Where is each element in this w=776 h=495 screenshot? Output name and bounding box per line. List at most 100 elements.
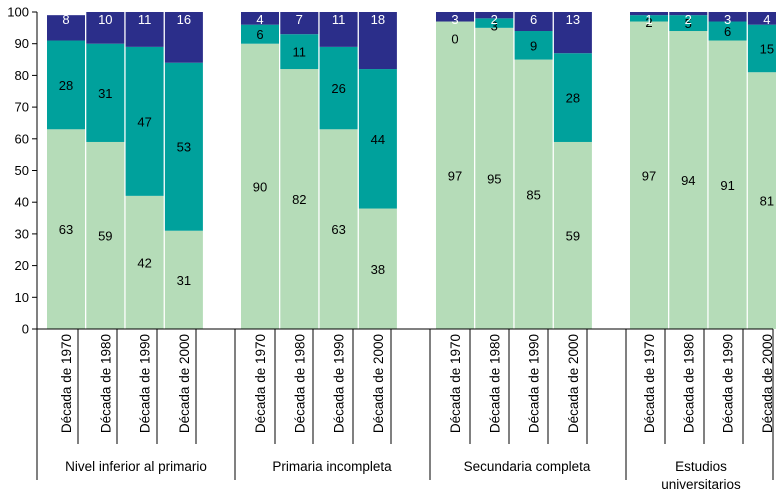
- data-label: 85: [526, 187, 540, 202]
- data-label: 47: [137, 114, 151, 129]
- x-axis: Década de 1970 Década de 1980 Década de 19…: [36, 328, 775, 492]
- bar-segment: [319, 12, 358, 47]
- bar-segment: [47, 40, 85, 130]
- bar-segment: [475, 27, 514, 329]
- bar-segment: [125, 195, 164, 329]
- data-label: 11: [332, 12, 346, 27]
- bar-segment: [125, 46, 164, 196]
- data-label: 15: [760, 41, 774, 56]
- bars: 6328859311042471131531690648211763261138…: [47, 12, 776, 330]
- data-label: 6: [724, 24, 731, 39]
- bar-segment: [319, 46, 358, 130]
- bar-segment: [280, 34, 319, 70]
- bar-segment: [747, 72, 776, 329]
- data-label: 97: [448, 168, 462, 183]
- bar-segment: [514, 12, 553, 32]
- y-tick-label: 70: [15, 100, 29, 115]
- data-label: 11: [138, 12, 152, 27]
- category-label: Década de 1980: [98, 334, 113, 433]
- category-label: Década de 1980: [292, 334, 307, 433]
- data-label: 11: [293, 45, 307, 60]
- bar-segment: [436, 12, 474, 22]
- bar-segment: [47, 15, 85, 41]
- group-label: Nivel inferior al primario: [65, 459, 207, 474]
- data-label: 28: [566, 91, 580, 106]
- data-label: 63: [331, 222, 345, 237]
- category-label: Década de 2000: [371, 334, 386, 433]
- bar-segment: [86, 141, 125, 329]
- bar-segment: [669, 31, 708, 330]
- bar-segment: [630, 12, 668, 16]
- group-label: Secundaria completa: [464, 459, 591, 474]
- category-label: Década de 1970: [253, 334, 268, 433]
- bar-segment: [475, 18, 514, 28]
- bar-segment: [553, 12, 592, 54]
- y-tick-label: 50: [15, 163, 29, 178]
- data-label: 31: [177, 273, 191, 288]
- category-label: Década de 1990: [721, 334, 736, 433]
- bar-segment: [164, 62, 203, 231]
- data-label: 6: [530, 12, 537, 27]
- data-label: 4: [256, 12, 263, 27]
- bar-segment: [164, 12, 203, 63]
- bar-segment: [669, 12, 708, 16]
- data-label: 31: [98, 86, 112, 101]
- data-label: 94: [681, 173, 695, 188]
- category-label: Década de 1970: [642, 334, 657, 433]
- data-label: 3: [724, 12, 731, 27]
- bar-segment: [358, 69, 397, 209]
- bar-segment: [358, 12, 397, 70]
- data-label: 16: [177, 12, 191, 27]
- bar-segment: [475, 12, 514, 19]
- data-label: 2: [491, 12, 498, 27]
- y-axis: 0 10 20 30 40 50 60 70 80 90 100: [7, 5, 38, 337]
- data-label: 42: [137, 255, 151, 270]
- category-label: Década de 1980: [487, 334, 502, 433]
- bar-segment: [86, 43, 125, 142]
- category-label: Década de 2000: [566, 334, 581, 433]
- data-label: 95: [487, 171, 501, 186]
- data-label: 28: [59, 78, 73, 93]
- bar-segment: [630, 15, 668, 22]
- y-tick-label: 10: [15, 290, 29, 305]
- y-tick-label: 80: [15, 68, 29, 83]
- data-label: 0: [451, 32, 458, 47]
- data-label: 2: [645, 15, 652, 30]
- bar-segment: [319, 129, 358, 329]
- y-tick-label: 30: [15, 226, 29, 241]
- bar-segment: [280, 12, 319, 35]
- bar-segment: [125, 12, 164, 47]
- data-label: 8: [62, 12, 69, 27]
- data-label: 81: [760, 194, 774, 209]
- data-label: 59: [566, 228, 580, 243]
- data-label: 5: [685, 16, 692, 31]
- category-label: Década de 1980: [681, 334, 696, 433]
- category-label: Década de 2000: [177, 334, 192, 433]
- data-label: 6: [256, 27, 263, 42]
- bar-segment: [358, 208, 397, 329]
- bar-segment: [164, 230, 203, 329]
- data-label: 7: [296, 12, 303, 27]
- bar-segment: [708, 21, 747, 41]
- group-label: Primaria incompleta: [272, 459, 392, 474]
- bar-segment: [280, 69, 319, 329]
- group-label: universitarios: [661, 477, 741, 492]
- bar-segment: [669, 15, 708, 32]
- category-label: Década de 1990: [138, 334, 153, 433]
- category-label: Década de 1970: [448, 334, 463, 433]
- y-tick-label: 90: [15, 36, 29, 51]
- bar-segment: [436, 21, 474, 329]
- data-label: 63: [59, 222, 73, 237]
- data-label: 10: [98, 12, 112, 27]
- data-label: 3: [451, 12, 458, 27]
- category-label: Década de 1970: [59, 334, 74, 433]
- data-label: 3: [491, 18, 498, 33]
- bar-segment: [241, 12, 279, 25]
- bar-segment: [514, 59, 553, 330]
- data-label: 9: [530, 38, 537, 53]
- category-label: Década de 2000: [760, 334, 775, 433]
- data-label: 26: [331, 81, 345, 96]
- data-label: 13: [566, 12, 580, 27]
- data-label: 4: [763, 12, 770, 27]
